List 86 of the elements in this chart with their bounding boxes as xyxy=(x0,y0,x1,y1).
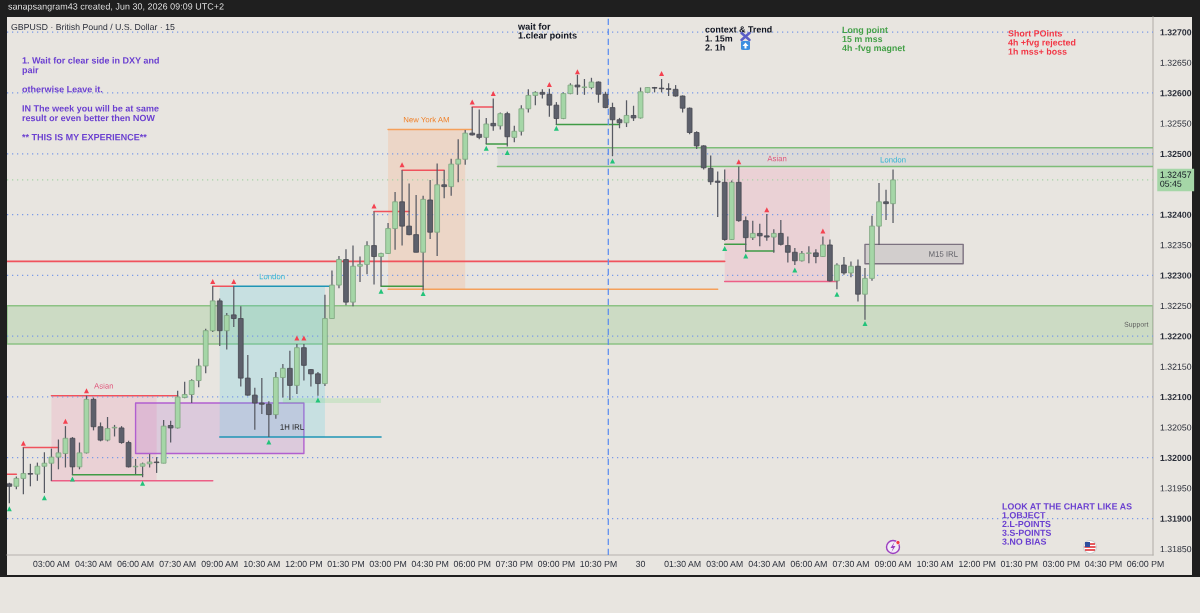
x-tick-label: 03:00 AM xyxy=(706,560,743,567)
y-tick-label: 1.32500 xyxy=(1160,150,1192,158)
candlestick xyxy=(574,74,581,96)
x-tick-label: 01:30 PM xyxy=(1000,560,1038,567)
x-tick-label: 09:00 AM xyxy=(201,560,238,567)
candlestick xyxy=(883,189,889,221)
candlestick xyxy=(371,210,377,286)
text: GBPUSD · British Pound / U.S. Dollar · 15 xyxy=(11,23,175,31)
y-tick-label: 1.31950 xyxy=(1160,485,1192,492)
y-tick-label: 1.32150 xyxy=(1160,363,1192,370)
x-tick-label: 09:00 PM xyxy=(538,560,575,567)
x-tick-label: 04:30 AM xyxy=(75,560,112,567)
x-tick-label: 04:30 PM xyxy=(1085,560,1122,567)
x-tick-label: 07:30 PM xyxy=(495,560,533,567)
y-tick-label: 1.32200 xyxy=(1160,333,1192,340)
point xyxy=(140,480,146,486)
x-tick-label: 01:30 AM xyxy=(664,560,701,567)
y-tick-label: 1.32400 xyxy=(1160,211,1192,218)
point xyxy=(399,162,405,168)
x-tick-label: 04:30 AM xyxy=(748,560,785,567)
x-tick-label: 06:00 AM xyxy=(117,560,154,567)
annotation: context & Trend 1. 15m 2. 1h xyxy=(705,26,772,51)
candlestick xyxy=(441,169,447,199)
point xyxy=(483,145,489,151)
y-tick-label: 1.32700 xyxy=(1160,29,1192,36)
x-tick-label: 06:00 AM xyxy=(790,560,827,567)
point xyxy=(231,278,237,284)
point xyxy=(469,99,475,105)
text: sanapsangram43 created, Jun 30, 2026 09:09 UTC+2 xyxy=(8,3,224,12)
point xyxy=(62,418,68,424)
point xyxy=(659,71,665,77)
candlestick xyxy=(813,248,819,264)
y-tick-label: 1.32550 xyxy=(1160,120,1192,127)
x-tick-label: 07:30 AM xyxy=(832,560,869,567)
x-tick-label: 10:30 AM xyxy=(244,560,280,567)
x-tick-label: 12:00 PM xyxy=(959,560,996,567)
y-tick-label: 1.32600 xyxy=(1160,90,1192,97)
point xyxy=(553,125,559,131)
candlestick xyxy=(778,219,784,247)
x-tick-label: 30 xyxy=(636,560,646,567)
candlestick xyxy=(287,350,293,401)
annotation: wait for 1.clear points xyxy=(517,23,577,41)
annotation: Long point 15 m mss 4h -fvg magnet xyxy=(842,26,906,53)
point xyxy=(83,388,89,394)
x-tick-label: 03:00 PM xyxy=(369,560,407,567)
x-tick-label: 04:30 PM xyxy=(411,560,449,567)
y-tick-label: 1.31900 xyxy=(1160,515,1192,522)
x-tick-label: 10:30 PM xyxy=(580,560,617,567)
x-tick-label: 06:00 PM xyxy=(1127,560,1164,567)
annotation: Short POints 4h +fvg rejected 1h mss+ boss xyxy=(1008,30,1076,55)
point xyxy=(834,291,840,297)
candlestick xyxy=(167,420,174,444)
candlestick xyxy=(301,343,307,382)
candlestick xyxy=(504,111,511,148)
annotation: LOOK AT THE CHART LIKE AS 1.OBJECT 2.L-POINTS 3.S-POINTS 3.NO BIAS xyxy=(1002,503,1132,545)
x-tick-label: 03:00 PM xyxy=(1042,560,1080,567)
x-tick-label: 07:30 AM xyxy=(159,560,196,567)
x-tick-label: 09:00 AM xyxy=(874,560,911,567)
point xyxy=(546,81,552,87)
x-tick-label: 06:00 PM xyxy=(453,560,491,567)
point xyxy=(371,203,377,209)
candlestick xyxy=(27,463,34,487)
x-tick-label: 12:00 PM xyxy=(285,560,322,567)
x-tick-label: 10:30 AM xyxy=(917,560,953,567)
text: 1. Wait for clear side in DXY and pair otherwise Leave it. IN The week you will be at same result or even better then NOW ** THIS IS MY EXPERIENCE** xyxy=(22,57,159,141)
candlestick xyxy=(490,97,497,132)
y-tick-label: 1.32000 xyxy=(1160,454,1192,461)
y-tick-label: 1.32650 xyxy=(1160,59,1192,66)
y-tick-label: 1.32250 xyxy=(1160,302,1192,310)
x-tick-label: 03:00 AM xyxy=(33,560,70,567)
point xyxy=(378,288,384,294)
point xyxy=(609,158,615,164)
y-tick-label: 1.32350 xyxy=(1160,242,1192,249)
point xyxy=(210,278,216,284)
point xyxy=(20,440,26,446)
point xyxy=(574,69,580,75)
point xyxy=(69,476,75,482)
point xyxy=(504,150,510,156)
y-tick-label: 1.31850 xyxy=(1160,545,1192,553)
y-tick-label: 1.32100 xyxy=(1160,394,1192,401)
y-tick-label: 1.32300 xyxy=(1160,272,1192,279)
x-tick-label: 01:30 PM xyxy=(327,560,364,567)
ref-line-label: 1.32457 05:45 xyxy=(1160,171,1192,187)
point xyxy=(420,291,426,297)
y-tick-label: 1.32050 xyxy=(1160,424,1192,431)
point xyxy=(862,320,868,326)
